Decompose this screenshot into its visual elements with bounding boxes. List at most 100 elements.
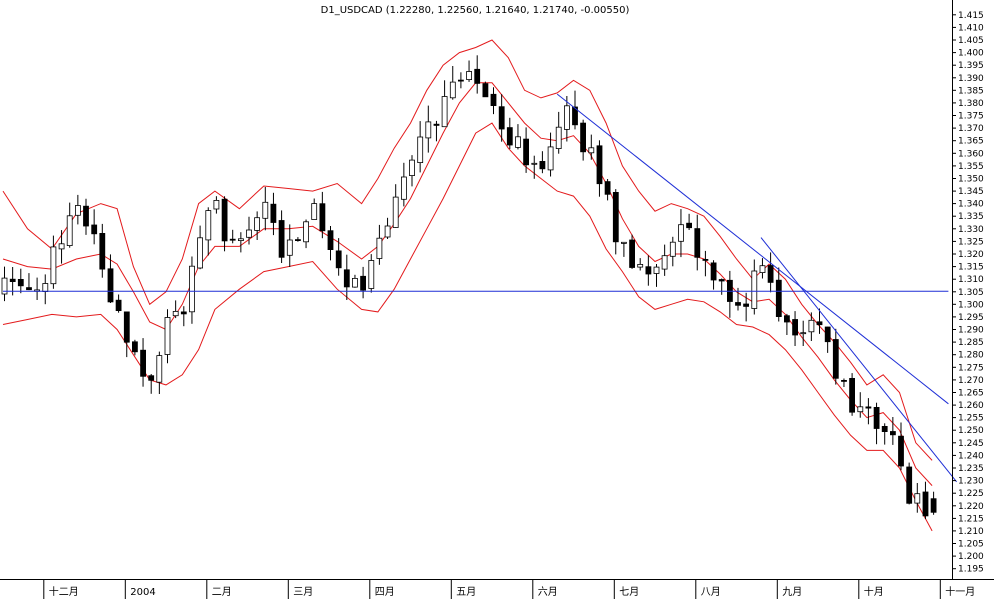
candle [792,311,798,346]
y-tick-label: 1.205 [958,540,984,550]
candle [572,90,578,130]
candle-body [890,431,896,436]
candle [17,268,24,294]
candle-body [343,269,350,288]
candle-body [1,277,8,295]
candle-body [735,302,741,306]
candle [515,124,521,150]
y-tick-label: 1.200 [958,552,984,562]
candle [506,117,513,149]
y-tick-label: 1.390 [958,74,984,84]
candle [849,373,855,416]
candle [441,80,448,128]
y-tick-label: 1.225 [958,489,984,499]
candle-body [482,83,489,98]
candle-body [327,230,334,250]
candle [816,308,823,334]
y-tick-label: 1.335 [958,212,984,222]
candle-body [718,279,725,282]
candle [824,326,831,353]
candle [294,237,301,242]
candle-body [376,237,383,259]
candle-body [857,406,864,413]
candle-body [555,126,562,149]
y-tick-label: 1.325 [958,237,984,247]
candle [637,258,644,271]
y-tick-label: 1.240 [958,451,984,461]
y-tick-label: 1.405 [958,36,984,46]
candle-body [213,199,220,210]
candle [99,223,106,278]
candle-body [621,241,627,244]
candle [449,66,456,100]
candle [417,121,424,173]
candle-body [498,106,505,130]
candle [873,402,880,445]
y-tick-label: 1.220 [958,502,984,512]
candle-body [515,136,521,148]
candle-body [841,379,847,382]
candle [237,232,244,253]
candle [123,311,130,358]
y-tick-label: 1.235 [958,464,984,474]
candle-body [26,287,32,291]
candle-body [286,239,293,256]
candle-body [767,265,774,283]
candle-body [351,277,358,288]
candle-body [661,255,668,270]
candle [164,309,171,364]
candle [922,481,929,520]
candle [278,210,285,263]
candle [466,60,473,82]
candle [612,189,619,255]
candle [751,259,758,315]
candle [197,225,204,270]
candle-body [922,491,929,517]
candle [392,184,399,228]
candle-body [539,160,546,170]
candle [140,338,147,387]
candle [9,267,16,296]
candle-body [808,319,815,333]
candle-body [914,493,921,504]
candle-body [197,237,204,269]
y-tick-label: 1.250 [958,426,984,436]
y-tick-label: 1.255 [958,414,984,424]
candle [148,374,155,394]
candle-body [294,239,301,242]
candle-body [360,275,367,291]
candle [335,238,342,276]
candle-body [824,326,831,343]
candle [645,255,652,286]
candle-body [131,341,138,353]
candle [547,132,554,177]
y-tick-label: 1.295 [958,313,984,323]
y-tick-label: 1.355 [958,162,984,172]
candle [425,105,432,153]
candle-body [66,215,73,247]
candle [303,219,310,249]
candle-body [678,224,684,242]
x-tick-label: 十月 [864,585,884,598]
candle-body [572,106,578,126]
candle-body [564,105,570,130]
candle [26,273,32,291]
candle [702,250,709,277]
candle-body [898,435,904,467]
candle [914,483,921,513]
candle [906,462,913,505]
candle-body [254,217,261,231]
candle-body [457,79,464,82]
candle-body [702,258,709,261]
x-tick-label: 七月 [619,586,639,598]
candle-body [83,205,89,227]
candle [400,162,407,207]
chart-title: D1_USDCAD (1.22280, 1.22560, 1.21640, 1.… [321,5,630,16]
candle [865,398,872,425]
candle [898,422,904,471]
candle-body [588,147,595,154]
trendline [760,237,957,483]
x-tick-label: 十一月 [945,585,975,598]
candle [319,191,326,239]
